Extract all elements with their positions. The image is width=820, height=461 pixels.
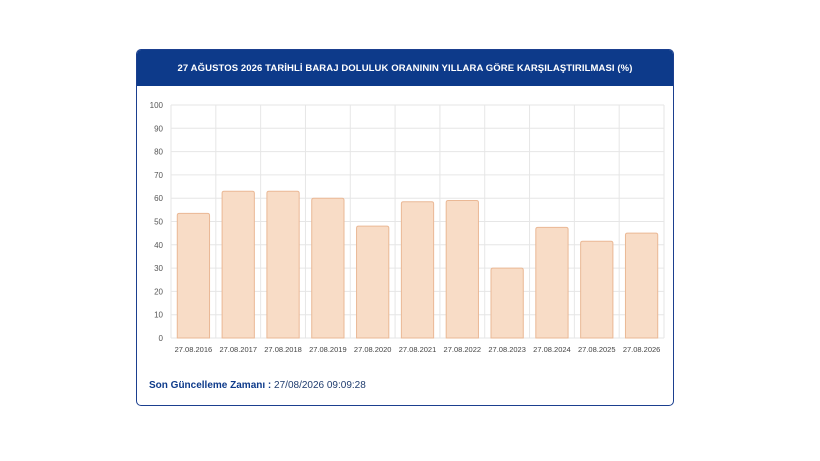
x-tick-label: 27.08.2024 [533, 345, 571, 354]
bar [580, 240, 614, 339]
bars [176, 190, 659, 339]
y-tick-label: 40 [154, 241, 163, 250]
y-tick-label: 80 [154, 148, 163, 157]
x-tick-label: 27.08.2018 [264, 345, 302, 354]
bar [624, 232, 659, 339]
y-tick-label: 30 [154, 264, 163, 273]
y-tick-label: 60 [154, 194, 163, 203]
chart-title: 27 AĞUSTOS 2026 TARİHLİ BARAJ DOLULUK OR… [137, 50, 673, 86]
chart-card: 27 AĞUSTOS 2026 TARİHLİ BARAJ DOLULUK OR… [136, 49, 674, 406]
y-tick-label: 0 [159, 334, 164, 343]
y-axis-ticks: 0 10 20 30 40 50 60 70 80 90 100 [150, 101, 164, 343]
y-tick-label: 20 [154, 287, 163, 296]
x-tick-label: 27.08.2026 [623, 345, 661, 354]
y-tick-label: 70 [154, 171, 163, 180]
y-tick-label: 100 [150, 101, 164, 110]
x-tick-label: 27.08.2017 [219, 345, 257, 354]
bar [311, 197, 345, 339]
x-tick-label: 27.08.2019 [309, 345, 347, 354]
bar [356, 225, 390, 339]
y-tick-label: 10 [154, 311, 163, 320]
last-update-label: Son Güncelleme Zamanı : [149, 380, 272, 391]
x-tick-label: 27.08.2025 [578, 345, 616, 354]
bar [445, 200, 479, 339]
x-tick-label: 27.08.2016 [175, 345, 213, 354]
y-tick-label: 50 [154, 218, 163, 227]
bar [176, 212, 211, 339]
last-update-value: 27/08/2026 09:09:28 [274, 380, 366, 391]
y-tick-label: 90 [154, 124, 163, 133]
x-tick-label: 27.08.2022 [444, 345, 482, 354]
bar [266, 190, 300, 339]
x-tick-label: 27.08.2023 [488, 345, 526, 354]
x-tick-label: 27.08.2021 [399, 345, 437, 354]
bar [490, 267, 524, 339]
x-axis-ticks: 27.08.2016 27.08.2017 27.08.2018 27.08.2019… [175, 345, 661, 354]
bar [535, 226, 569, 339]
bar [400, 201, 435, 339]
bar [221, 190, 255, 339]
x-tick-label: 27.08.2020 [354, 345, 392, 354]
last-update: Son Güncelleme Zamanı : 27/08/2026 09:09… [149, 380, 366, 391]
